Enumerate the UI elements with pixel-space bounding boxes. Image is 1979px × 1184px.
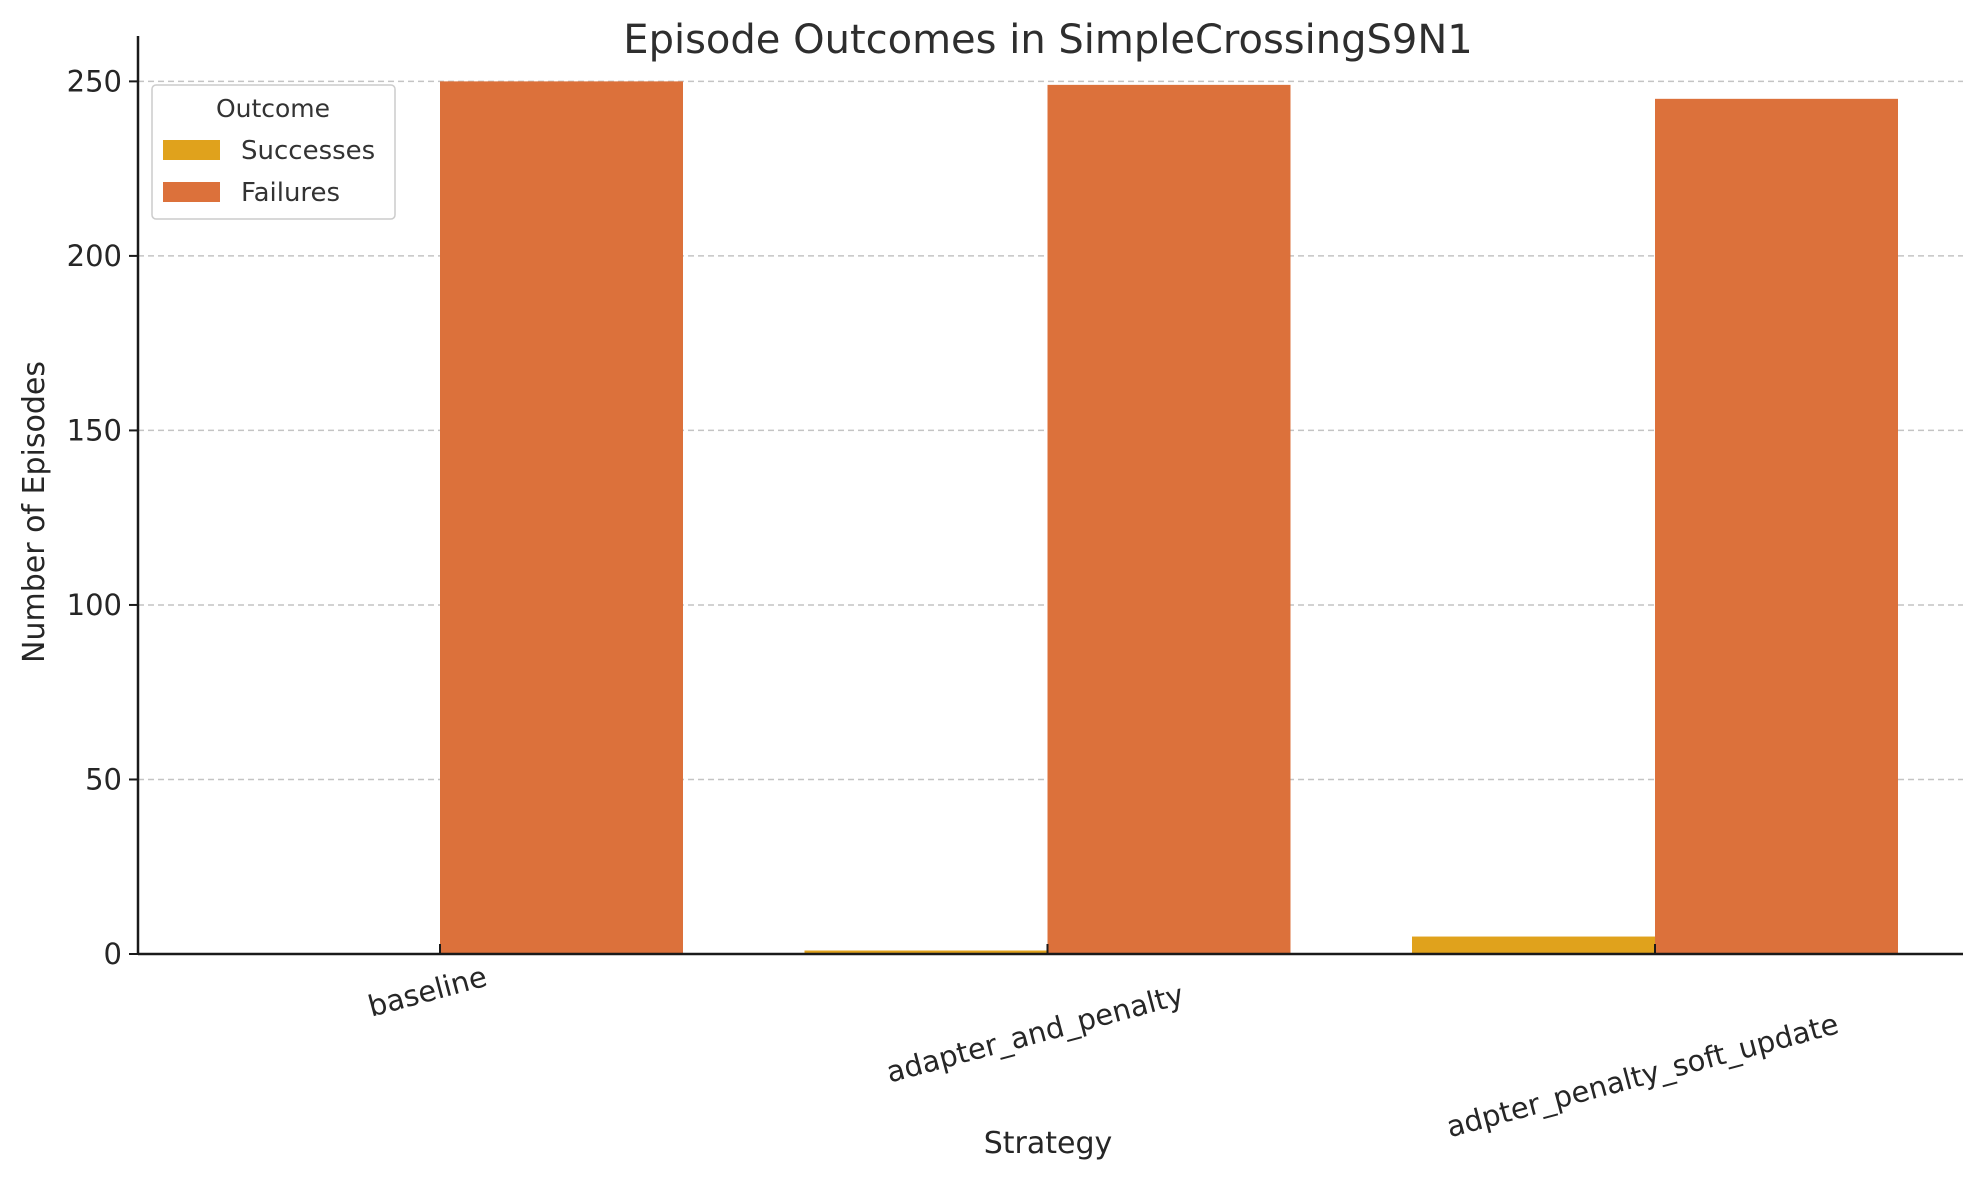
x-tick-label: adpter_penalty_soft_update	[1443, 1007, 1842, 1144]
bars	[440, 81, 1898, 955]
y-tick-label: 150	[67, 413, 122, 447]
legend-swatch-successes	[163, 140, 220, 160]
y-tick-label: 250	[67, 64, 122, 98]
legend-label-successes: Successes	[241, 136, 375, 166]
y-tick-label: 200	[67, 239, 122, 273]
bar-failures-adapter-and-penalty	[1047, 84, 1291, 954]
bar-successes-adpter-penalty-soft-update	[1412, 936, 1655, 954]
x-tick-label: adapter_and_penalty	[883, 977, 1187, 1089]
y-tick-label: 100	[67, 588, 122, 622]
y-tick-label: 0	[104, 937, 122, 971]
legend: Outcome Successes Failures	[151, 84, 396, 220]
legend-label-failures: Failures	[241, 178, 340, 208]
bar-failures-baseline	[440, 81, 683, 955]
x-axis-label: Strategy	[984, 1126, 1113, 1161]
x-tick-label: baseline	[364, 959, 490, 1023]
legend-title: Outcome	[216, 94, 330, 123]
y-tick-label: 50	[85, 762, 122, 796]
chart-title: Episode Outcomes in SimpleCrossingS9N1	[623, 17, 1472, 63]
bar-successes-adapter-and-penalty	[804, 950, 1048, 954]
y-axis-label: Number of Episodes	[17, 361, 52, 663]
y-axis-ticks: 0 50 100 150 200 250	[67, 64, 138, 971]
legend-swatch-failures	[163, 182, 220, 202]
x-axis-ticks: baseline adapter_and_penalty adpter_penalt…	[364, 944, 1842, 1144]
bar-failures-adpter-penalty-soft-update	[1655, 98, 1898, 954]
